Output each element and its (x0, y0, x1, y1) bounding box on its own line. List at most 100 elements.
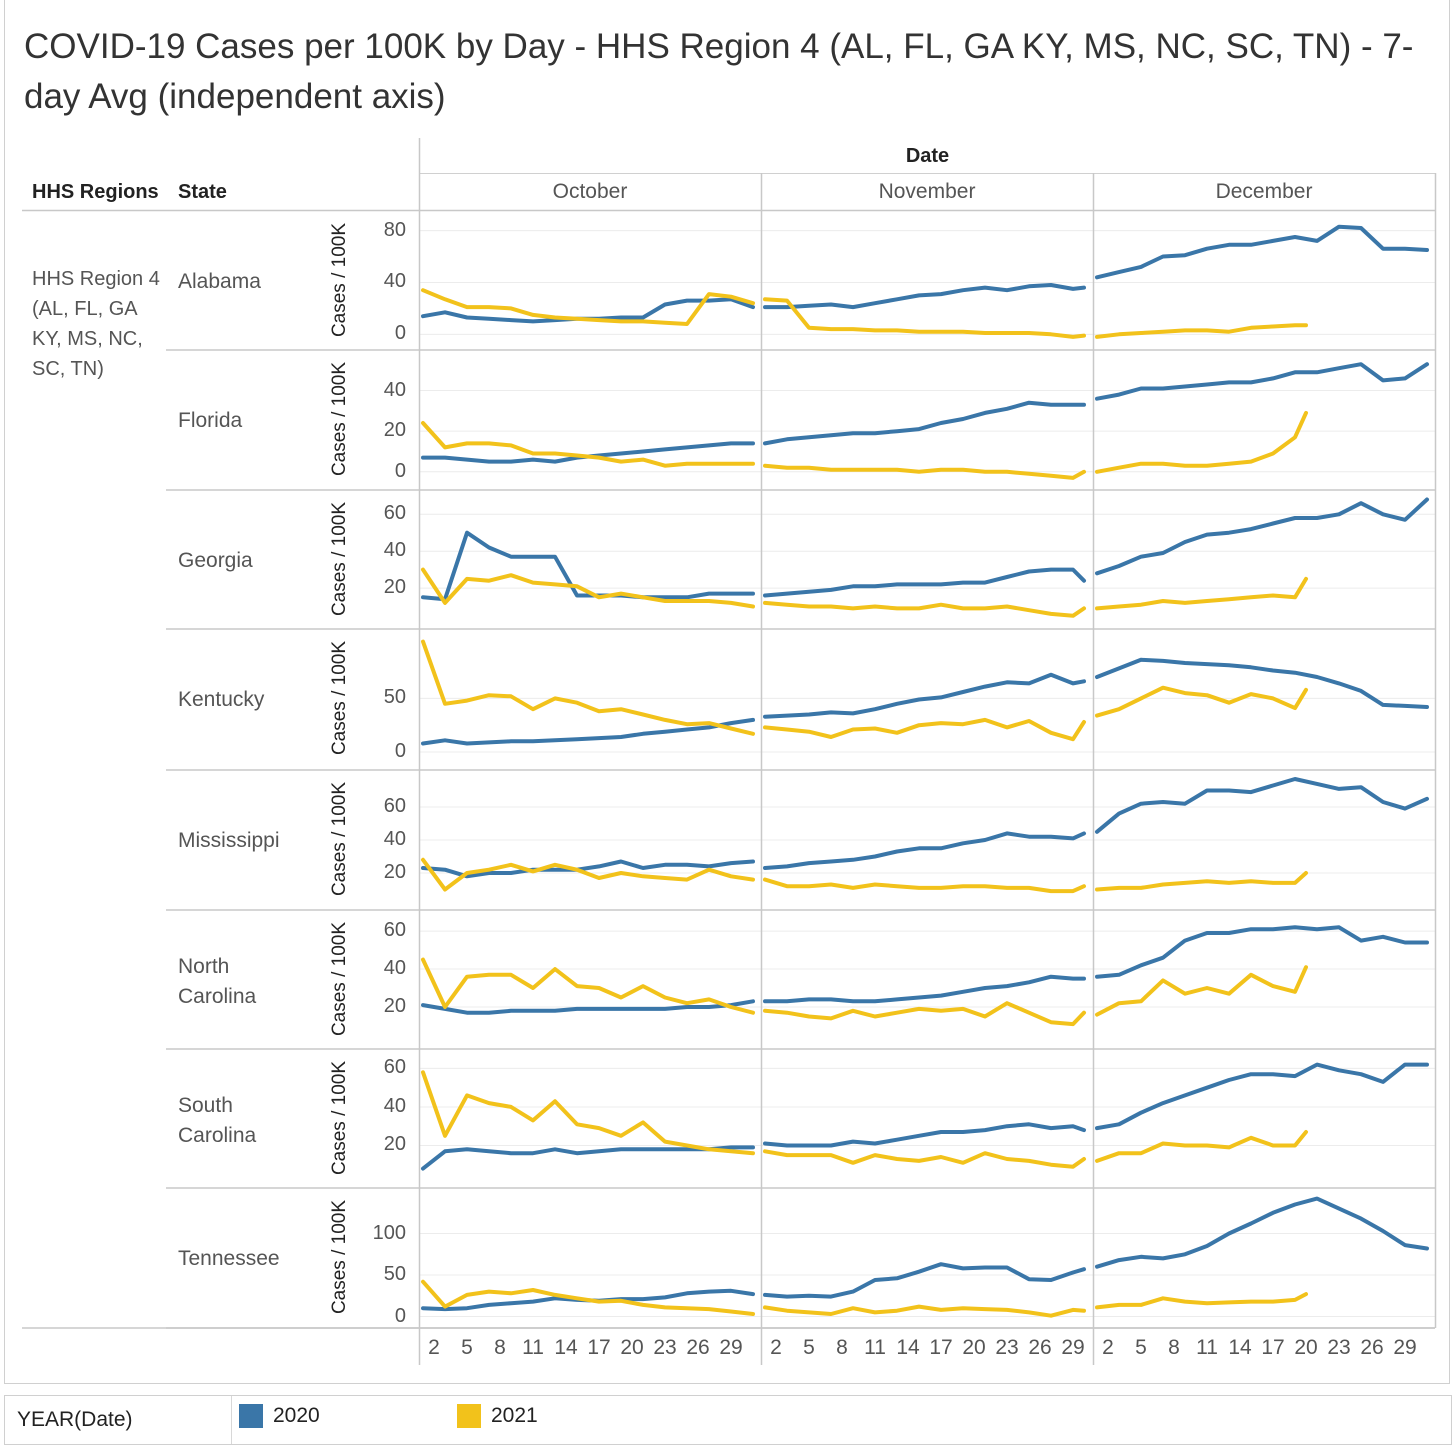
y-axis-title: Cases / 100K (329, 1060, 350, 1176)
series-line-north-carolina-2020-october[interactable] (421, 999, 755, 1015)
series-line-florida-2021-november[interactable] (763, 463, 1086, 480)
series-line-north-carolina-2020-november[interactable] (763, 974, 1086, 1004)
month-header-october: October (552, 180, 628, 203)
x-tick-label-october: 26 (686, 1336, 710, 1359)
series-line-mississippi-2021-october[interactable] (421, 857, 755, 892)
header-hhs-regions: HHS Regions (32, 181, 159, 203)
x-tick-label-october: 20 (620, 1336, 644, 1359)
series-line-kentucky-2021-october[interactable] (421, 639, 755, 736)
chart-title: COVID-19 Cases per 100K by Day - HHS Reg… (24, 27, 1414, 116)
series-line-tennessee-2021-november[interactable] (763, 1304, 1086, 1318)
x-tick-label-december: 26 (1360, 1336, 1384, 1359)
y-axis-title: Cases / 100K (329, 501, 350, 617)
series-line-georgia-2020-november[interactable] (763, 567, 1086, 598)
x-tick-label-december: 14 (1228, 1336, 1252, 1359)
series-line-georgia-2020-october[interactable] (421, 530, 755, 602)
series-line-tennessee-2021-december[interactable] (1095, 1292, 1308, 1310)
series-line-tennessee-2020-november[interactable] (763, 1262, 1086, 1299)
series-line-south-carolina-2020-october[interactable] (421, 1145, 755, 1171)
series-line-alabama-2020-december[interactable] (1095, 224, 1429, 280)
series-line-kentucky-2021-november[interactable] (763, 717, 1086, 742)
y-tick-label: 60 (383, 919, 406, 942)
y-tick-label: 50 (383, 686, 406, 709)
series-line-south-carolina-2021-december[interactable] (1095, 1130, 1308, 1163)
series-line-alabama-2021-december[interactable] (1095, 323, 1308, 339)
series-line-georgia-2021-october[interactable] (421, 567, 755, 609)
series-line-south-carolina-2020-november[interactable] (763, 1122, 1086, 1148)
series-line-kentucky-2020-december[interactable] (1095, 657, 1429, 709)
series-line-north-carolina-2021-november[interactable] (763, 1001, 1086, 1027)
y-tick-label: 20 (383, 419, 406, 442)
series-line-alabama-2021-november[interactable] (763, 297, 1086, 339)
legend-label-2020[interactable]: 2020 (273, 1404, 320, 1427)
series-line-south-carolina-2021-october[interactable] (421, 1070, 755, 1156)
series-line-georgia-2020-december[interactable] (1095, 497, 1429, 576)
series-line-alabama-2020-november[interactable] (763, 283, 1086, 310)
legend-title: YEAR(Date) (17, 1408, 133, 1431)
y-tick-label: 60 (383, 795, 406, 817)
series-line-mississippi-2021-december[interactable] (1095, 871, 1308, 892)
legend-swatch-2020[interactable] (239, 1404, 263, 1428)
state-label: North Carolina (178, 955, 257, 1008)
x-tick-label-october: 5 (461, 1336, 473, 1359)
x-tick-label-november: 8 (836, 1336, 848, 1359)
x-tick-label-november: 23 (995, 1336, 1019, 1359)
series-line-south-carolina-2020-december[interactable] (1095, 1062, 1429, 1131)
x-tick-label-december: 23 (1327, 1336, 1351, 1359)
series-line-kentucky-2020-november[interactable] (763, 672, 1086, 719)
y-tick-label: 50 (383, 1263, 406, 1286)
header-date: Date (905, 145, 950, 167)
y-tick-label: 100 (372, 1221, 406, 1244)
state-label: Alabama (178, 270, 261, 293)
series-line-tennessee-2021-october[interactable] (421, 1279, 755, 1316)
series-line-georgia-2021-december[interactable] (1095, 576, 1308, 611)
x-tick-label-december: 29 (1393, 1336, 1417, 1359)
x-tick-label-november: 14 (896, 1336, 920, 1359)
series-line-florida-2020-october[interactable] (421, 441, 755, 464)
series-line-tennessee-2020-december[interactable] (1095, 1196, 1429, 1269)
state-label: Kentucky (178, 688, 265, 711)
y-axis-title: Cases / 100K (329, 1199, 350, 1315)
y-axis-title: Cases / 100K (329, 640, 350, 756)
series-line-south-carolina-2021-november[interactable] (763, 1149, 1086, 1169)
series-line-georgia-2021-november[interactable] (763, 600, 1086, 618)
series-line-north-carolina-2021-december[interactable] (1095, 965, 1308, 1017)
state-label: Georgia (178, 549, 253, 572)
series-line-mississippi-2020-october[interactable] (421, 859, 755, 879)
series-line-mississippi-2021-november[interactable] (763, 877, 1086, 894)
y-axis-title: Cases / 100K (329, 222, 350, 338)
legend: YEAR(Date) 2020 2021 (4, 1395, 1452, 1445)
legend-swatch-2021[interactable] (457, 1404, 481, 1428)
series-line-north-carolina-2020-december[interactable] (1095, 925, 1429, 979)
series-line-florida-2020-december[interactable] (1095, 362, 1429, 401)
series-line-mississippi-2020-november[interactable] (763, 831, 1086, 870)
y-axis-title: Cases / 100K (329, 921, 350, 1037)
x-tick-label-december: 20 (1294, 1336, 1318, 1359)
x-tick-label-november: 5 (803, 1336, 815, 1359)
x-tick-label-november: 11 (864, 1336, 886, 1359)
x-tick-label-october: 29 (719, 1336, 743, 1359)
x-tick-label-december: 5 (1135, 1336, 1147, 1359)
legend-divider (231, 1396, 232, 1444)
y-tick-label: 40 (383, 378, 406, 401)
series-line-florida-2021-october[interactable] (421, 421, 755, 468)
series-line-florida-2020-november[interactable] (763, 400, 1086, 446)
chart-frame (4, 0, 1450, 1384)
x-tick-label-october: 2 (428, 1336, 440, 1359)
series-line-mississippi-2020-december[interactable] (1095, 777, 1429, 834)
x-tick-label-november: 20 (962, 1336, 986, 1359)
x-tick-label-october: 17 (587, 1336, 611, 1359)
y-tick-label: 20 (383, 995, 406, 1018)
series-line-north-carolina-2021-october[interactable] (421, 957, 755, 1015)
y-tick-label: 20 (383, 576, 406, 599)
series-line-kentucky-2021-december[interactable] (1095, 685, 1308, 718)
y-tick-label: 40 (383, 957, 406, 980)
series-line-alabama-2021-october[interactable] (421, 288, 755, 326)
series-line-florida-2021-december[interactable] (1095, 410, 1308, 474)
y-axis-title: Cases / 100K (329, 361, 350, 477)
state-label: South Carolina (178, 1094, 257, 1147)
month-header-november: November (878, 180, 976, 203)
legend-label-2021[interactable]: 2021 (491, 1404, 538, 1427)
series-line-kentucky-2020-october[interactable] (421, 717, 755, 746)
